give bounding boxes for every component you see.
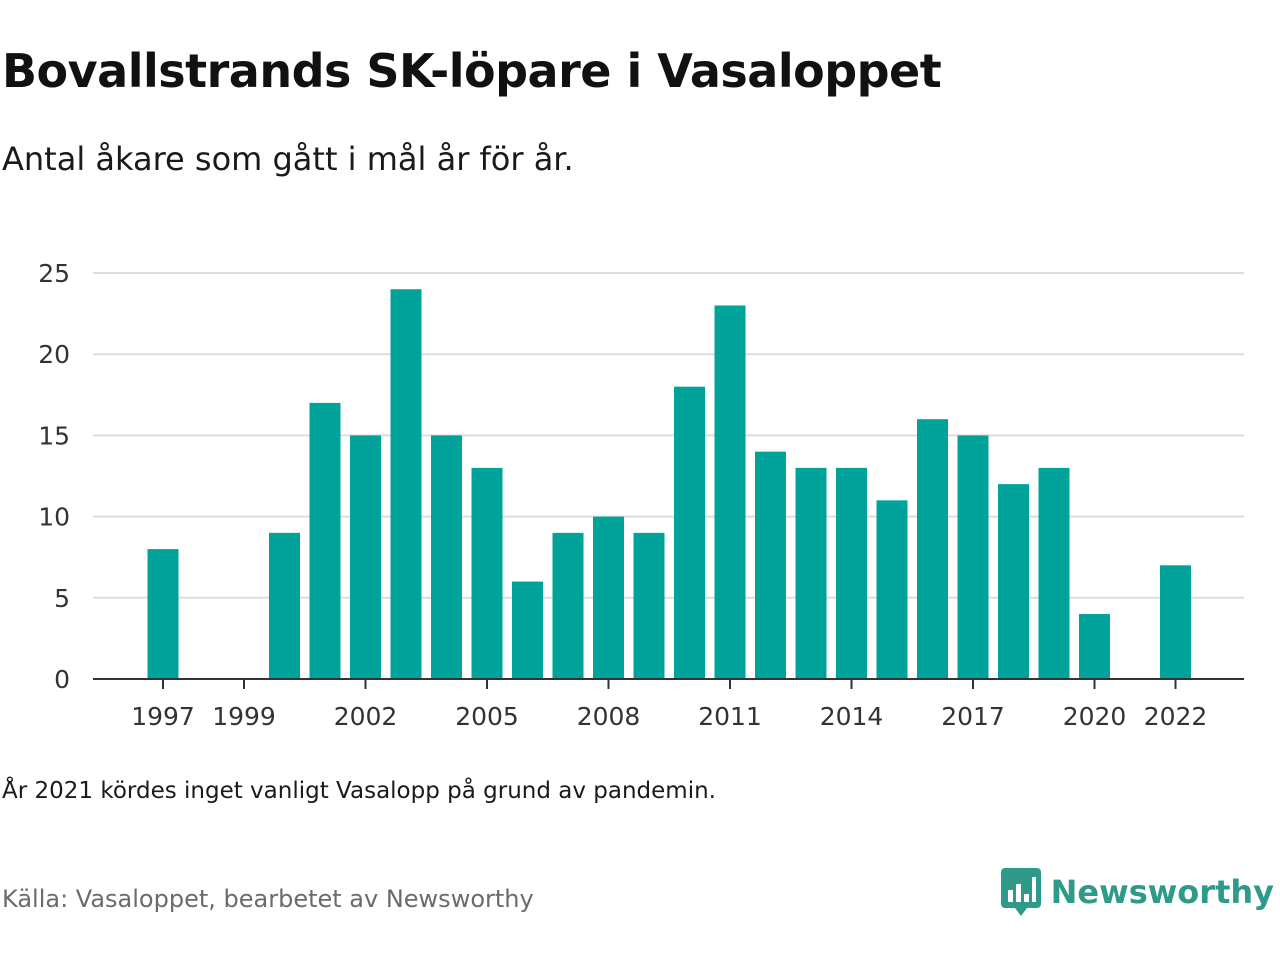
x-tick-label: 1997 xyxy=(131,702,195,731)
x-tick-label: 2020 xyxy=(1063,702,1127,731)
bar-1997 xyxy=(147,549,179,679)
bar-2011 xyxy=(714,305,746,679)
x-tick-label: 2008 xyxy=(577,702,641,731)
bar-2007 xyxy=(552,532,584,679)
y-tick-label: 20 xyxy=(38,340,70,369)
bar-2002 xyxy=(350,435,381,679)
y-tick-label: 5 xyxy=(54,584,70,613)
source-text: Källa: Vasaloppet, bearbetet av Newswort… xyxy=(2,885,534,913)
bar-2022 xyxy=(1160,565,1191,679)
bar-2019 xyxy=(1038,467,1070,679)
x-tick-label: 2022 xyxy=(1144,702,1208,731)
bar-2008 xyxy=(593,516,624,679)
bar-2003 xyxy=(390,289,422,679)
bar-2004 xyxy=(431,435,462,679)
bar-2016 xyxy=(917,419,948,679)
bar-chart: 0 5 10 15 20 25 1997 1999 2002 2005 2008 2011 2014 20… xyxy=(38,259,1244,731)
bar-2006 xyxy=(512,581,543,679)
x-tick-label: 2014 xyxy=(820,702,884,731)
bar-2010 xyxy=(674,386,705,679)
x-tick-label: 2002 xyxy=(334,702,398,731)
y-tick-label: 0 xyxy=(54,665,70,694)
bar-2009 xyxy=(633,532,665,679)
x-tick-label: 2017 xyxy=(941,702,1005,731)
bar-2001 xyxy=(309,402,341,679)
bar-2012 xyxy=(755,451,786,679)
newsworthy-logo: Newsworthy xyxy=(1000,868,1274,916)
bar-2018 xyxy=(998,484,1029,679)
chart-note: År 2021 kördes inget vanligt Vasalopp på… xyxy=(2,778,716,804)
bar-2020 xyxy=(1079,614,1110,679)
newsworthy-logo-icon xyxy=(1000,868,1041,916)
x-tick-label: 2005 xyxy=(455,702,519,731)
bar-2000 xyxy=(269,532,300,679)
bar-2005 xyxy=(471,467,503,679)
x-tick-label: 1999 xyxy=(212,702,276,731)
y-tick-label: 25 xyxy=(38,259,70,288)
chart-subtitle: Antal åkare som gått i mål år för år. xyxy=(2,140,574,178)
bar-2013 xyxy=(795,467,827,679)
brand-name: Newsworthy xyxy=(1050,873,1274,911)
chart-title: Bovallstrands SK-löpare i Vasaloppet xyxy=(2,44,942,98)
x-tick-label: 2011 xyxy=(698,702,762,731)
bar-2017 xyxy=(957,435,989,679)
bar-2014 xyxy=(836,467,867,679)
y-tick-label: 10 xyxy=(38,503,70,532)
y-tick-label: 15 xyxy=(38,421,70,450)
bar-2015 xyxy=(876,500,908,679)
